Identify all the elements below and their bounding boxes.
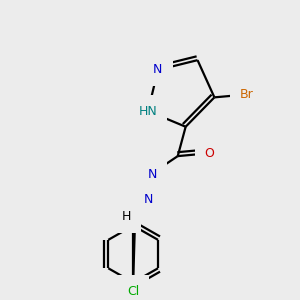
Text: Br: Br: [240, 88, 254, 101]
Text: HN: HN: [139, 105, 158, 118]
Text: H: H: [122, 210, 131, 223]
Text: N: N: [143, 193, 153, 206]
Text: N: N: [147, 168, 157, 181]
Text: Cl: Cl: [127, 285, 139, 298]
Text: N: N: [153, 63, 163, 76]
Text: H: H: [136, 168, 146, 181]
Text: O: O: [205, 147, 214, 160]
